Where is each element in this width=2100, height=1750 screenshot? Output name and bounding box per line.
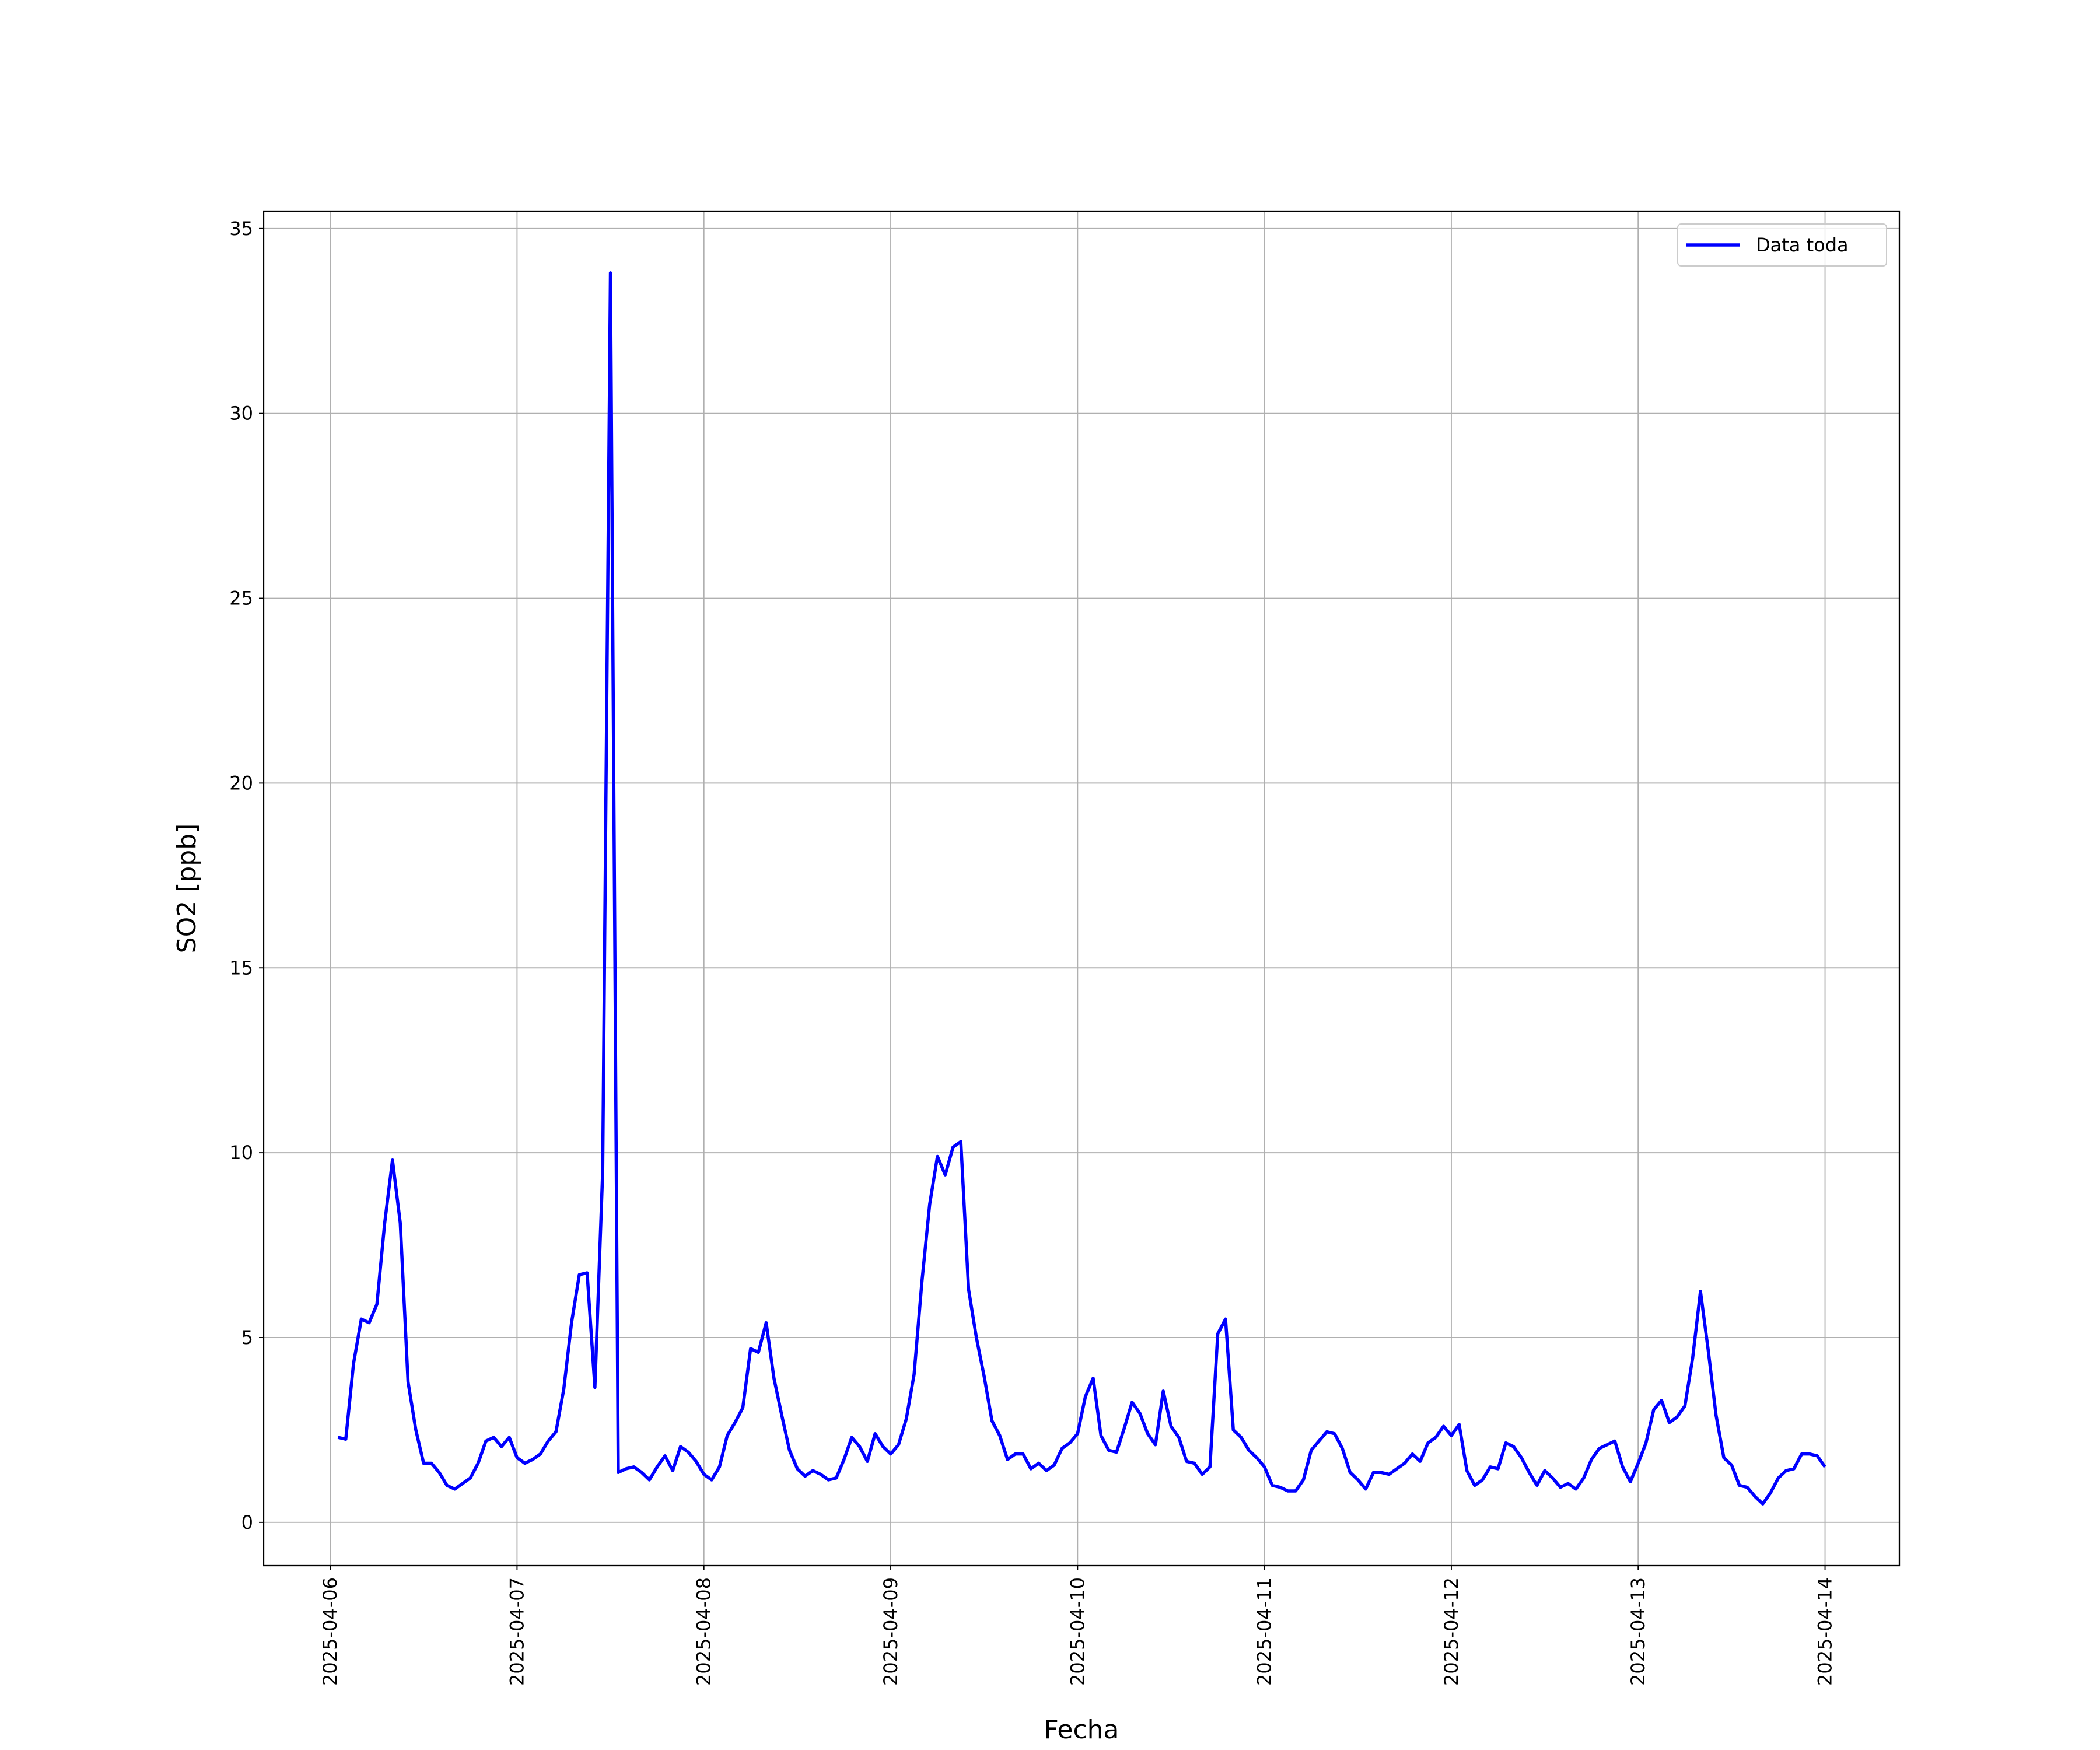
y-tick-label: 30 [229, 402, 253, 425]
y-axis-label: SO2 [ppb] [172, 824, 202, 954]
legend-box [1677, 223, 1887, 267]
x-axis-label: Fecha [1044, 1715, 1119, 1745]
y-tick-label: 5 [242, 1326, 253, 1349]
x-tick-label: 2025-04-14 [1814, 1577, 1836, 1686]
y-tick-label: 25 [229, 587, 253, 610]
y-tick-label: 35 [229, 218, 253, 240]
data-line [337, 271, 1826, 1506]
x-tick-label: 2025-04-10 [1066, 1577, 1088, 1686]
x-tick-label: 2025-04-09 [880, 1577, 902, 1686]
y-tick-label: 0 [242, 1511, 253, 1534]
y-tick-label: 15 [229, 957, 253, 979]
y-tick-label: 10 [229, 1142, 253, 1164]
x-tick-label: 2025-04-13 [1627, 1577, 1649, 1686]
x-tick-label: 2025-04-11 [1254, 1577, 1276, 1686]
y-tick-label: 20 [229, 772, 253, 794]
x-tick-label: 2025-04-08 [693, 1577, 715, 1686]
x-tick-label: 2025-04-07 [506, 1577, 528, 1686]
legend-label: Data toda [1756, 234, 1849, 256]
x-tick-label: 2025-04-12 [1440, 1577, 1462, 1686]
x-tick-label: 2025-04-06 [319, 1577, 341, 1686]
plot-frame [262, 210, 1901, 1567]
